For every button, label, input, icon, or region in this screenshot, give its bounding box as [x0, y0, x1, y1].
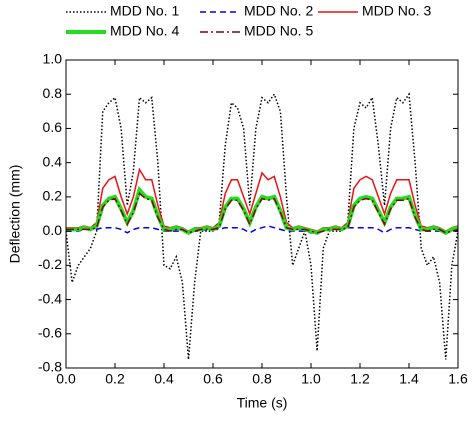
y-tick-label: 0.4	[43, 153, 63, 169]
x-axis-label: Time (s)	[237, 395, 288, 411]
x-tick-label: 0.8	[252, 371, 272, 387]
y-axis-label: Deflection (mm)	[7, 165, 23, 264]
y-tick-label: 1.0	[43, 51, 63, 67]
x-tick-label: 0.6	[203, 371, 223, 387]
y-tick-label: -0.8	[38, 359, 62, 375]
x-tick-label: 0.0	[56, 371, 76, 387]
series-line	[66, 192, 458, 234]
y-tick-label: -0.6	[38, 324, 62, 340]
series-line	[66, 167, 458, 232]
legend-label: MDD No. 5	[244, 23, 313, 39]
legend-label: MDD No. 2	[244, 3, 313, 19]
x-tick-label: 1.4	[399, 371, 419, 387]
series-line	[66, 225, 458, 234]
x-tick-label: 1.2	[350, 371, 370, 387]
series-line	[66, 92, 458, 360]
y-tick-label: 0.6	[43, 119, 63, 135]
y-tick-label: 0.2	[43, 188, 63, 204]
x-tick-label: 1.0	[301, 371, 321, 387]
x-tick-label: 1.6	[448, 371, 468, 387]
legend-label: MDD No. 4	[110, 23, 179, 39]
y-tick-label: -0.4	[38, 290, 62, 306]
y-tick-label: -0.2	[38, 256, 62, 272]
x-tick-label: 0.4	[154, 371, 174, 387]
series-line	[66, 186, 458, 236]
x-tick-label: 0.2	[105, 371, 125, 387]
y-tick-label: 0.0	[43, 222, 63, 238]
legend-label: MDD No. 1	[110, 3, 179, 19]
legend-label: MDD No. 3	[362, 3, 431, 19]
y-tick-label: 0.8	[43, 85, 63, 101]
